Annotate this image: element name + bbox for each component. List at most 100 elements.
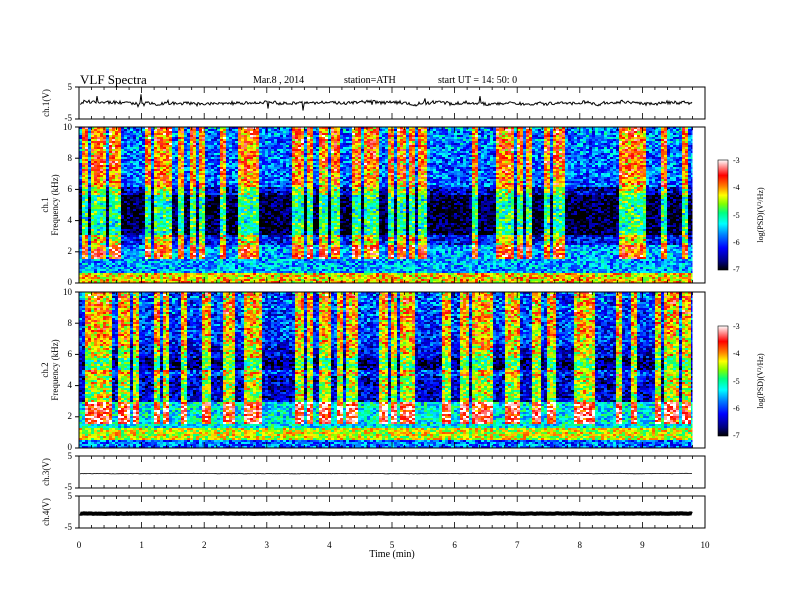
spectrogram-cell-1-2777	[415, 153, 419, 156]
spectrogram-cell-1-1048	[148, 137, 152, 140]
spectrogram-cell-1-3652	[580, 161, 584, 164]
spectrogram-cell-1-2555	[364, 151, 368, 154]
spectrogram-cell-1-2714	[226, 153, 230, 156]
spectrogram-cell-1-1027	[85, 137, 89, 140]
spectrogram-cell-1-208	[88, 129, 92, 132]
spectrogram-cell-1-3357	[310, 159, 314, 162]
spectrogram-cell-1-4031	[487, 165, 491, 168]
spectrogram-cell-1-1267	[190, 139, 194, 142]
spectrogram-cell-1-3902	[100, 165, 104, 168]
spectrogram-cell-1-3588	[388, 161, 392, 164]
spectrogram-cell-1-2992	[445, 155, 449, 158]
spectrogram-cell-1-3512	[160, 161, 164, 164]
spectrogram-cell-1-4238	[493, 167, 497, 170]
spectrogram-cell-1-3988	[358, 165, 362, 168]
spectrogram-cell-1-813	[673, 133, 677, 136]
spectrogram-cell-1-3075	[79, 157, 83, 160]
spectrogram-cell-1-3247	[595, 157, 599, 160]
spectrogram-cell-1-630	[124, 133, 128, 136]
spectrogram-cell-1-1150	[454, 137, 458, 140]
spectrogram-cell-1-4763	[223, 173, 227, 176]
spectrogram-cell-1-4874	[556, 173, 560, 176]
spectrogram-cell-1-4838	[448, 173, 452, 176]
spectrogram-cell-1-1516	[322, 141, 326, 144]
spectrogram-cell-1-2186	[487, 147, 491, 150]
spectrogram-cell-1-2124	[301, 147, 305, 150]
spectrogram-cell-1-2908	[193, 155, 197, 158]
spectrogram-cell-1-2178	[463, 147, 467, 150]
spectrogram-cell-1-1589	[541, 141, 545, 144]
spectrogram-cell-1-567	[550, 131, 554, 134]
spectrogram-cell-1-4265	[574, 167, 578, 170]
spectrogram-cell-1-1201	[607, 137, 611, 140]
spectrogram-cell-1-4111	[112, 167, 116, 170]
spectrogram-cell-1-2937	[280, 155, 284, 158]
spectrogram-cell-1-3332	[235, 159, 239, 162]
spectrogram-cell-1-4358	[238, 169, 242, 172]
spectrogram-cell-1-3616	[472, 161, 476, 164]
spectrogram-cell-1-4602	[355, 171, 359, 174]
spectrogram-cell-1-4125	[154, 167, 158, 170]
spectrogram-cell-1-916	[367, 135, 371, 138]
spectrogram-cell-1-4721	[97, 173, 101, 176]
spectrogram-cell-1-4876	[562, 173, 566, 176]
spectrogram-cell-1-3914	[136, 165, 140, 168]
spectrogram-cell-1-3405	[454, 159, 458, 162]
spectrogram-cell-1-4174	[301, 167, 305, 170]
spectrogram-cell-1-1851	[97, 145, 101, 148]
spectrogram-cell-1-2184	[481, 147, 485, 150]
spectrogram-cell-1-1996	[532, 145, 536, 148]
spectrogram-cell-1-1021	[682, 135, 686, 138]
spectrogram-cell-1-421	[112, 131, 116, 134]
spectrogram-cell-1-2929	[256, 155, 260, 158]
spectrogram-cell-1-768	[538, 133, 542, 136]
spectrogram-cell-1-3178	[388, 157, 392, 160]
spectrogram-cell-1-4186	[337, 167, 341, 170]
spectrogram-cell-1-2861	[667, 153, 671, 156]
spectrogram-cell-1-3690	[79, 163, 83, 166]
spectrogram-cell-1-3731	[202, 163, 206, 166]
spectrogram-cell-1-4020	[454, 165, 458, 168]
spectrogram-cell-1-4595	[334, 171, 338, 174]
spectrogram-cell-1-3278	[688, 157, 692, 160]
spectrogram-cell-1-4218	[433, 167, 437, 170]
spectrogram-cell-1-407	[685, 129, 689, 132]
spectrogram-cell-1-749	[481, 133, 485, 136]
spectrogram-cell-1-4162	[265, 167, 269, 170]
spectrogram-cell-1-3231	[547, 157, 551, 160]
spectrogram-cell-1-4785	[289, 173, 293, 176]
spectrogram-cell-1-3350	[289, 159, 293, 162]
spectrogram-cell-1-3504	[136, 161, 140, 164]
spectrogram-cell-1-1235	[94, 139, 98, 142]
spectrogram-cell-1-3519	[181, 161, 185, 164]
spectrogram-cell-1-2884	[121, 155, 125, 158]
spectrogram-cell-1-2452	[670, 149, 674, 152]
spectrogram-cell-1-1706	[277, 143, 281, 146]
spectrogram-cell-1-1595	[559, 141, 563, 144]
spectrogram-cell-1-2271	[127, 149, 131, 152]
spectrogram-cell-1-2557	[370, 151, 374, 154]
spectrogram-cell-1-1162	[490, 137, 494, 140]
spectrogram-cell-1-104	[391, 127, 395, 130]
spectrogram-cell-1-2065	[124, 147, 128, 150]
spectrogram-cell-1-4699	[646, 171, 650, 174]
spectrogram-cell-1-800	[634, 133, 638, 136]
spectrogram-cell-1-4148	[223, 167, 227, 170]
spectrogram-cell-1-416	[97, 131, 101, 134]
spectrogram-cell-1-1183	[553, 137, 557, 140]
spectrogram-cell-1-221	[127, 129, 131, 132]
spectrogram-cell-1-2269	[121, 149, 125, 152]
spectrogram-cell-1-946	[457, 135, 461, 138]
spectrogram-cell-1-2064	[121, 147, 125, 150]
spectrogram-cell-1-1042	[130, 137, 134, 140]
spectrogram-cell-1-3223	[523, 157, 527, 160]
spectrogram-cell-1-3010	[499, 155, 503, 158]
spectrogram-cell-1-112	[415, 127, 419, 130]
spectrogram-cell-1-2206	[547, 147, 551, 150]
spectrogram-cell-1-422	[115, 131, 119, 134]
spectrogram-cell-1-1755	[424, 143, 428, 146]
spectrogram-cell-1-18	[133, 127, 137, 130]
spectrogram-cell-1-2208	[553, 147, 557, 150]
spectrogram-cell-1-4224	[451, 167, 455, 170]
spectrogram-cell-1-1454	[136, 141, 140, 144]
